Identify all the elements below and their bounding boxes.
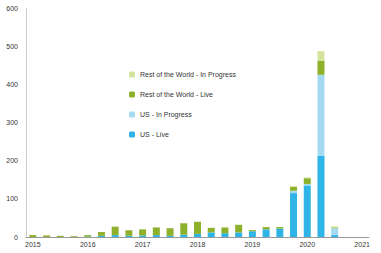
svg-text:300: 300 <box>6 119 18 126</box>
svg-text:2021: 2021 <box>354 241 370 248</box>
svg-text:US - In Progress: US - In Progress <box>140 111 192 119</box>
svg-text:2016: 2016 <box>80 241 96 248</box>
svg-text:0: 0 <box>14 234 18 241</box>
svg-text:400: 400 <box>6 81 18 88</box>
svg-text:2019: 2019 <box>245 241 261 248</box>
svg-text:600: 600 <box>6 5 18 12</box>
svg-text:2017: 2017 <box>135 241 151 248</box>
svg-text:US - Live: US - Live <box>140 131 169 138</box>
svg-text:2020: 2020 <box>299 241 315 248</box>
svg-text:100: 100 <box>6 195 18 202</box>
svg-text:500: 500 <box>6 43 18 50</box>
svg-text:2018: 2018 <box>190 241 206 248</box>
svg-text:200: 200 <box>6 157 18 164</box>
svg-text:Rest of the World - Live: Rest of the World - Live <box>140 91 213 98</box>
svg-text:Rest of the World - In Progres: Rest of the World - In Progress <box>140 71 236 79</box>
svg-text:2015: 2015 <box>25 241 41 248</box>
